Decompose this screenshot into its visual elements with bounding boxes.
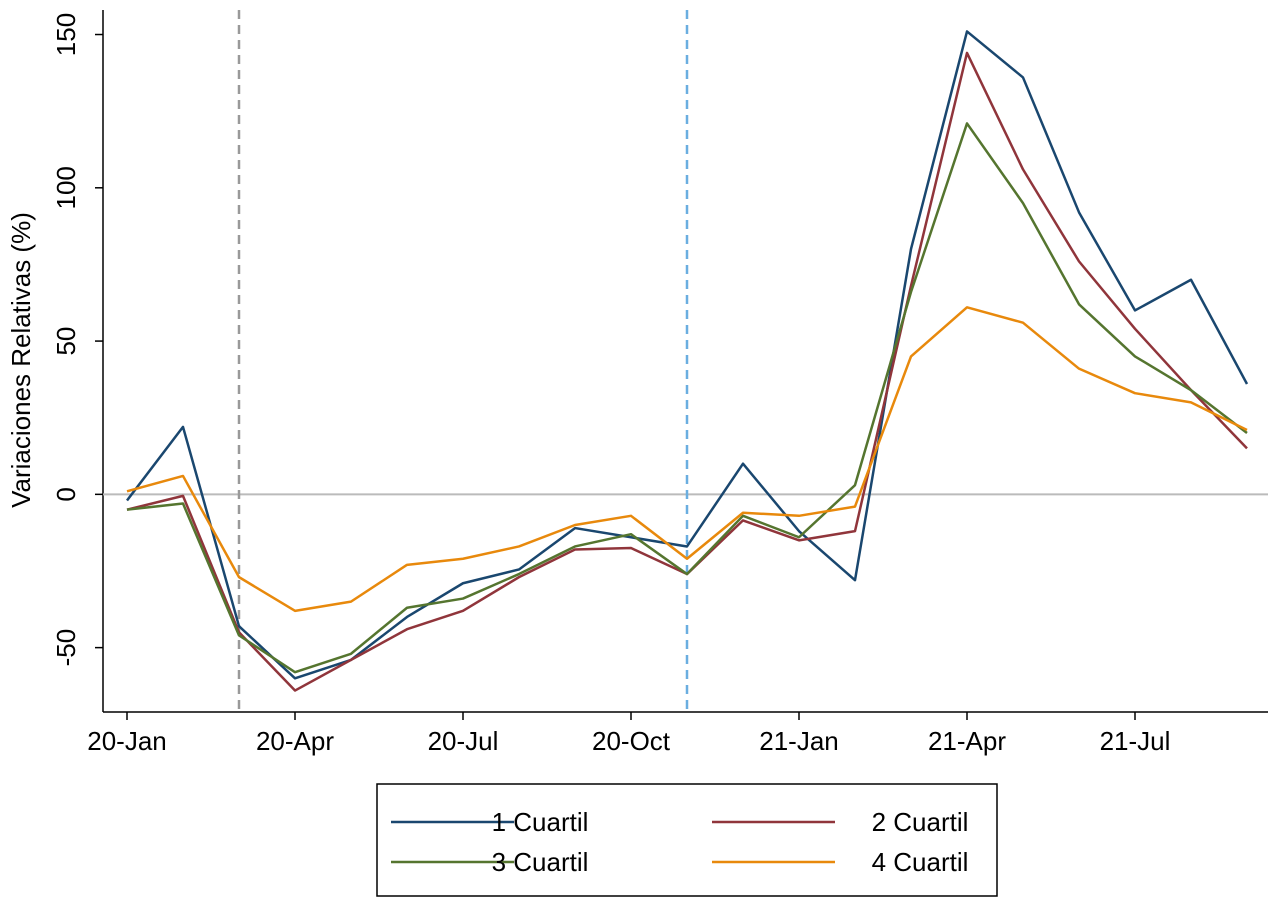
series-line — [126, 306, 1248, 613]
x-tick-label: 20-Jul — [428, 726, 499, 756]
legend-label: 1 Cuartil — [492, 807, 589, 837]
y-tick-label: -50 — [51, 629, 81, 667]
x-tick-label: 21-Apr — [928, 726, 1006, 756]
x-tick-label: 20-Jan — [87, 726, 167, 756]
y-tick-label: 100 — [51, 166, 81, 209]
y-axis-title: Variaciones Relativas (%) — [6, 212, 36, 508]
x-tick-label: 21-Jul — [1100, 726, 1171, 756]
y-tick-label: 50 — [51, 327, 81, 356]
series-line — [126, 122, 1248, 674]
legend-box — [376, 783, 998, 897]
y-tick-label: 150 — [51, 13, 81, 56]
legend-label: 2 Cuartil — [872, 807, 969, 837]
x-tick-label: 20-Oct — [592, 726, 671, 756]
legend-label: 3 Cuartil — [492, 847, 589, 877]
legend-label: 4 Cuartil — [872, 847, 969, 877]
y-tick-label: 0 — [51, 487, 81, 501]
x-tick-label: 20-Apr — [256, 726, 334, 756]
series-line — [126, 30, 1249, 680]
x-tick-label: 21-Jan — [759, 726, 839, 756]
